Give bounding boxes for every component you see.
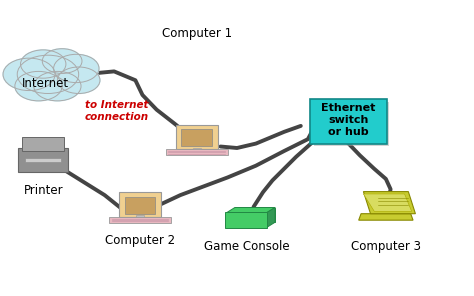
FancyBboxPatch shape xyxy=(193,147,201,150)
FancyBboxPatch shape xyxy=(109,217,171,223)
FancyBboxPatch shape xyxy=(182,129,212,147)
Text: Computer 3: Computer 3 xyxy=(351,240,421,253)
Polygon shape xyxy=(364,192,415,214)
Circle shape xyxy=(42,49,82,73)
Polygon shape xyxy=(364,194,411,211)
FancyBboxPatch shape xyxy=(314,102,390,146)
FancyBboxPatch shape xyxy=(226,212,267,228)
Text: Internet: Internet xyxy=(22,77,69,90)
FancyBboxPatch shape xyxy=(136,215,144,217)
Polygon shape xyxy=(235,207,275,222)
FancyBboxPatch shape xyxy=(119,192,161,217)
FancyBboxPatch shape xyxy=(166,149,228,155)
Text: Computer 1: Computer 1 xyxy=(162,27,232,40)
Text: Printer: Printer xyxy=(23,184,63,197)
Circle shape xyxy=(54,54,99,83)
Circle shape xyxy=(17,55,79,94)
Text: Game Console: Game Console xyxy=(204,240,289,253)
Circle shape xyxy=(20,50,66,78)
FancyBboxPatch shape xyxy=(25,158,61,162)
Polygon shape xyxy=(266,207,275,228)
FancyBboxPatch shape xyxy=(18,148,68,172)
Text: to Internet
connection: to Internet connection xyxy=(84,100,148,122)
Text: Ethernet
switch
or hub: Ethernet switch or hub xyxy=(321,103,375,137)
FancyBboxPatch shape xyxy=(125,197,155,214)
Circle shape xyxy=(15,71,62,101)
FancyBboxPatch shape xyxy=(175,125,218,149)
Text: Computer 2: Computer 2 xyxy=(105,234,175,247)
Polygon shape xyxy=(227,207,275,213)
Circle shape xyxy=(3,58,55,91)
Circle shape xyxy=(34,71,81,101)
FancyBboxPatch shape xyxy=(22,137,64,151)
Circle shape xyxy=(57,67,100,94)
FancyBboxPatch shape xyxy=(310,99,387,144)
Polygon shape xyxy=(359,214,413,220)
